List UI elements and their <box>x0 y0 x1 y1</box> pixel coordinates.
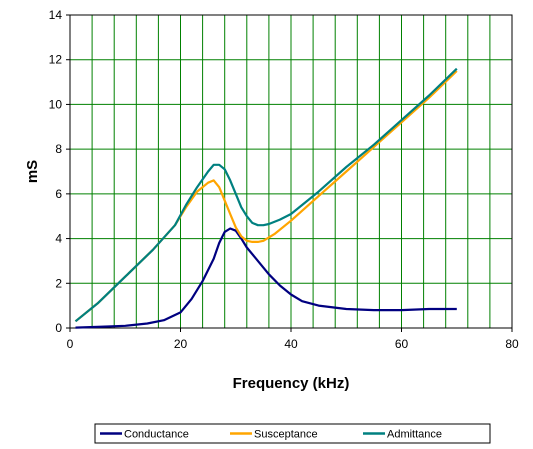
y-tick-label: 0 <box>55 321 62 335</box>
x-tick-label: 60 <box>395 337 409 351</box>
legend-box <box>94 423 491 444</box>
series-line-admittance <box>74 67 458 323</box>
y-tick-label: 8 <box>55 142 62 156</box>
x-tick-label: 40 <box>284 337 298 351</box>
y-axis-label: mS <box>24 160 41 183</box>
legend-label: Conductance <box>124 429 189 441</box>
series-lines <box>74 67 458 329</box>
legend-label: Susceptance <box>254 429 318 441</box>
x-axis-label: Frequency (kHz) <box>233 375 350 392</box>
legend: Conductance Susceptance Admittance <box>94 423 491 444</box>
axis-ticks: 0 2 4 6 8 10 12 14 0 20 40 60 80 <box>49 8 519 351</box>
series-line-conductance <box>75 227 457 329</box>
x-tick-label: 80 <box>505 337 519 351</box>
y-tick-label: 10 <box>49 97 63 111</box>
y-tick-label: 6 <box>55 187 62 201</box>
y-tick-label: 4 <box>55 232 62 246</box>
chart-grid <box>70 15 512 328</box>
legend-label: Admittance <box>387 429 442 441</box>
y-tick-label: 14 <box>49 8 63 22</box>
x-tick-label: 0 <box>67 337 74 351</box>
x-tick-label: 20 <box>174 337 188 351</box>
y-tick-label: 2 <box>55 276 62 290</box>
y-tick-label: 12 <box>49 53 63 67</box>
